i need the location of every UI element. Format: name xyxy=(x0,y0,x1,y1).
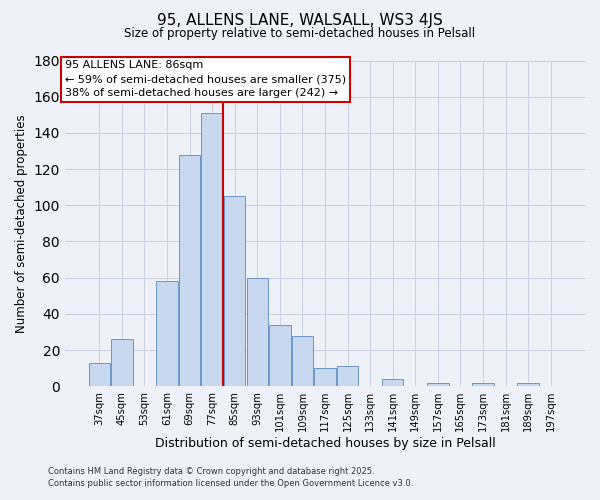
Text: Contains HM Land Registry data © Crown copyright and database right 2025.
Contai: Contains HM Land Registry data © Crown c… xyxy=(48,466,413,487)
Bar xyxy=(179,154,200,386)
Bar xyxy=(314,368,335,386)
X-axis label: Distribution of semi-detached houses by size in Pelsall: Distribution of semi-detached houses by … xyxy=(155,437,496,450)
Bar xyxy=(156,282,178,386)
Bar xyxy=(472,382,494,386)
Bar xyxy=(269,324,290,386)
Bar xyxy=(247,278,268,386)
Bar xyxy=(202,113,223,386)
Bar xyxy=(89,362,110,386)
Text: Size of property relative to semi-detached houses in Pelsall: Size of property relative to semi-detach… xyxy=(124,28,476,40)
Y-axis label: Number of semi-detached properties: Number of semi-detached properties xyxy=(15,114,28,332)
Bar xyxy=(517,382,539,386)
Bar xyxy=(337,366,358,386)
Text: 95 ALLENS LANE: 86sqm
← 59% of semi-detached houses are smaller (375)
38% of sem: 95 ALLENS LANE: 86sqm ← 59% of semi-deta… xyxy=(65,60,346,98)
Text: 95, ALLENS LANE, WALSALL, WS3 4JS: 95, ALLENS LANE, WALSALL, WS3 4JS xyxy=(157,12,443,28)
Bar xyxy=(111,339,133,386)
Bar xyxy=(427,382,449,386)
Bar xyxy=(224,196,245,386)
Bar xyxy=(292,336,313,386)
Bar xyxy=(382,379,403,386)
